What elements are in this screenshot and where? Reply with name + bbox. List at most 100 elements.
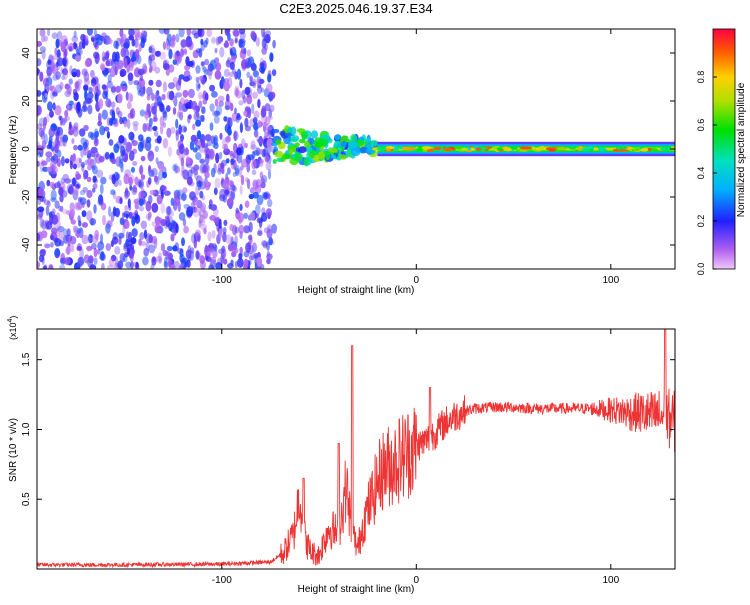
spectral-point [168, 260, 175, 269]
spectral-point [62, 68, 69, 80]
spectral-point [73, 30, 77, 39]
spectral-point [262, 192, 269, 200]
spectral-point [111, 110, 116, 121]
spectral-point [340, 140, 347, 148]
spectral-point [75, 173, 82, 180]
spectral-point [234, 226, 240, 234]
spectral-point [130, 166, 136, 173]
spectral-point [115, 37, 122, 47]
spectral-point [135, 48, 140, 59]
spectral-point [264, 155, 270, 163]
spectral-point [117, 110, 123, 119]
spectral-point [143, 111, 150, 120]
spectral-point [138, 166, 143, 175]
spectral-point [91, 165, 96, 171]
spectral-point [200, 202, 207, 213]
spectral-point [225, 135, 231, 143]
spectral-point [234, 247, 239, 254]
spectral-point [243, 212, 248, 219]
spectral-point [198, 75, 204, 81]
spectral-point [243, 258, 249, 268]
spectral-point [347, 147, 352, 155]
spectral-point [50, 60, 56, 69]
spectral-point [47, 29, 51, 36]
spectral-point [496, 147, 503, 151]
spectral-point [272, 128, 280, 134]
spectral-point [208, 264, 215, 269]
spectral-point [147, 150, 155, 162]
spectral-point [128, 29, 135, 37]
spectral-point [311, 130, 318, 139]
spectral-point [59, 240, 64, 247]
spectral-point [54, 105, 62, 116]
spectral-point [223, 116, 228, 122]
spectral-point [115, 208, 119, 216]
spectral-point [385, 148, 392, 152]
spectral-point [215, 262, 223, 269]
spectral-point [259, 66, 265, 73]
spectral-point [148, 117, 153, 127]
spectral-point [195, 119, 202, 127]
spectral-point [191, 195, 198, 203]
spectral-point [125, 221, 130, 229]
spectral-point [72, 163, 77, 170]
spectral-point [210, 167, 216, 178]
spectral-point [44, 92, 48, 98]
spectral-point [93, 128, 99, 139]
spectral-point [252, 242, 257, 253]
spectral-point [233, 144, 237, 152]
spectral-point [168, 222, 173, 232]
spectral-point [148, 234, 153, 244]
spectral-point [81, 210, 87, 218]
spectral-point [119, 116, 123, 125]
spectral-point [140, 241, 147, 247]
spectral-point [134, 176, 139, 186]
spectral-point [261, 105, 267, 114]
spectral-point [75, 69, 81, 78]
spectral-point [237, 257, 244, 268]
spectral-point [443, 148, 454, 152]
spectral-point [215, 105, 223, 116]
spectral-point [50, 163, 56, 175]
spectral-point [118, 232, 125, 239]
spectral-point [267, 198, 273, 208]
spectral-point [141, 30, 147, 38]
spectral-point [73, 144, 78, 151]
spectral-point [178, 76, 182, 86]
spectral-point [98, 155, 105, 163]
spectral-point [640, 148, 649, 152]
spectral-point [647, 147, 652, 152]
spectral-point [147, 177, 152, 185]
spectral-point [131, 140, 138, 147]
spectral-point [111, 174, 117, 185]
spectral-point [204, 134, 212, 142]
spectral-point [186, 29, 192, 37]
spectral-point [236, 147, 242, 156]
spectral-point [115, 256, 119, 267]
y-tick-label: 1.5 [21, 352, 32, 366]
spectral-point [98, 194, 104, 205]
spectral-point [68, 100, 74, 106]
spectral-point [71, 154, 76, 165]
spectral-point [71, 35, 79, 43]
spectral-point [86, 210, 93, 222]
spectral-point [174, 165, 181, 174]
spectral-point [88, 255, 94, 264]
spectral-point [51, 55, 59, 61]
spectral-point [575, 147, 581, 151]
spectral-point [69, 183, 74, 195]
spectral-point [248, 234, 253, 241]
spectral-point [235, 90, 243, 99]
spectral-point [274, 150, 284, 158]
spectral-point [50, 234, 54, 241]
spectral-point [151, 105, 157, 115]
spectral-point [120, 47, 126, 58]
spectral-point [158, 170, 164, 181]
spectral-point [206, 68, 213, 76]
spectral-point [253, 122, 259, 131]
spectral-point [89, 264, 97, 269]
spectral-point [293, 152, 303, 162]
y-tick-label: 20 [21, 95, 32, 107]
spectral-point [180, 193, 187, 201]
